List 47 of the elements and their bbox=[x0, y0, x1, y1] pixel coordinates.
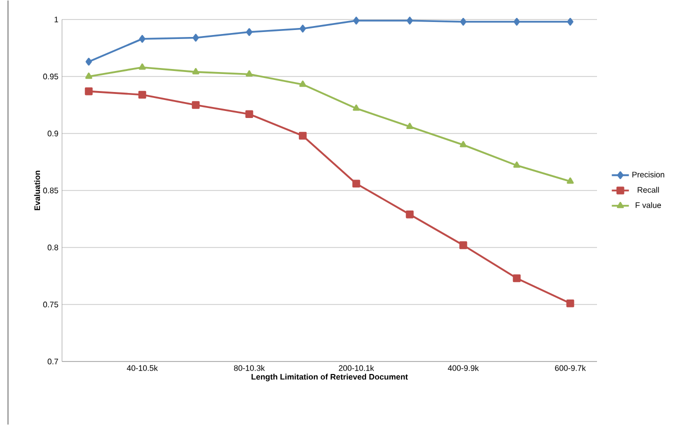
point bbox=[86, 58, 92, 66]
point bbox=[138, 90, 146, 99]
point bbox=[299, 80, 306, 87]
y-axis-title: Evaluation bbox=[34, 170, 40, 210]
point bbox=[352, 180, 360, 188]
point bbox=[245, 110, 254, 118]
point bbox=[566, 299, 574, 308]
x-axis-title: Length Limitation of Retrieved Document bbox=[252, 374, 408, 382]
point bbox=[406, 16, 413, 25]
point bbox=[352, 104, 360, 111]
point bbox=[406, 210, 414, 218]
point bbox=[512, 274, 521, 282]
point bbox=[138, 63, 146, 70]
point bbox=[460, 18, 466, 26]
y-tick-label: 0.95 bbox=[43, 74, 58, 80]
point bbox=[513, 162, 520, 168]
point bbox=[192, 101, 200, 109]
x-tick-label: 400-9.9k bbox=[448, 365, 479, 371]
y-tick-label: 0.8 bbox=[48, 244, 58, 250]
x-tick-label: 80-10.3k bbox=[234, 365, 265, 371]
point bbox=[85, 72, 92, 79]
point bbox=[192, 68, 200, 74]
point bbox=[459, 241, 468, 250]
point bbox=[514, 18, 520, 26]
x-tick-label: 600-9.7k bbox=[555, 365, 586, 371]
y-tick-label: 0.9 bbox=[48, 130, 58, 136]
point bbox=[300, 24, 306, 33]
y-tick-label: 1 bbox=[54, 16, 58, 22]
point bbox=[406, 122, 414, 130]
point bbox=[84, 87, 93, 96]
legend-label: Precision bbox=[632, 172, 664, 178]
point bbox=[566, 177, 574, 184]
y-tick-label: 0.75 bbox=[43, 302, 58, 308]
y-tick-label: 0.7 bbox=[48, 358, 58, 364]
legend-label: F value bbox=[636, 202, 661, 208]
point bbox=[139, 34, 146, 43]
x-tick-label: 200-10.1k bbox=[338, 365, 374, 371]
point bbox=[246, 28, 252, 36]
point bbox=[298, 132, 307, 140]
legend-label: Recall bbox=[638, 186, 659, 193]
y-tick-label: 0.85 bbox=[43, 188, 58, 194]
point bbox=[460, 140, 467, 148]
point bbox=[246, 70, 253, 77]
point bbox=[567, 18, 574, 26]
x-tick-label: 40-10.5k bbox=[126, 365, 158, 371]
point bbox=[353, 16, 360, 25]
point bbox=[192, 34, 199, 42]
